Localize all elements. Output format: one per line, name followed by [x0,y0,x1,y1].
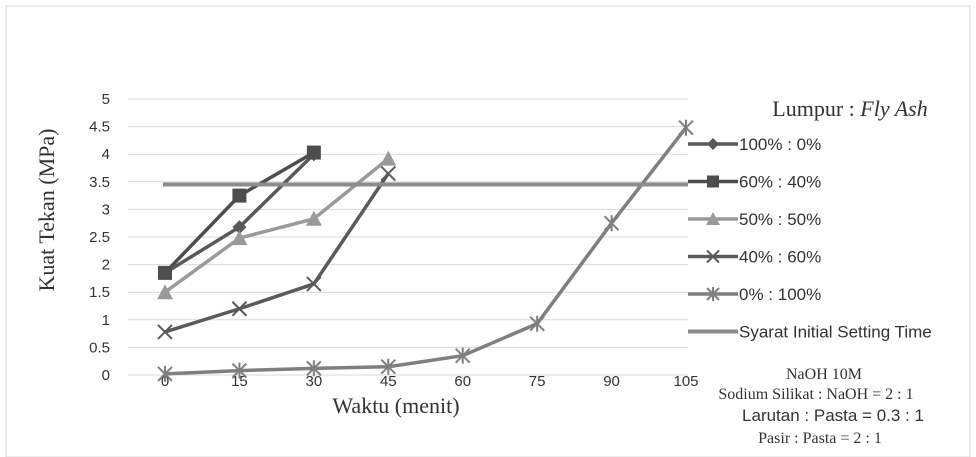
y-tick-label: 1.5 [89,284,110,301]
series-line [163,157,390,294]
x-tick-label: 45 [380,373,397,390]
star-marker [380,358,396,375]
gridlines [128,98,688,376]
x-marker [706,249,720,264]
x-tick-label: 105 [673,373,698,390]
diamond-marker [232,220,247,235]
y-tick-label: 2 [102,257,110,274]
triangle-marker [380,150,397,166]
legend-item: Syarat Initial Setting Time [688,323,932,342]
triangle-marker [231,230,248,246]
y-tick-label: 3 [102,201,110,218]
x-marker [157,324,173,340]
legend-item: 100% : 0% [688,135,821,154]
y-tick-label: 3.5 [89,174,110,191]
x-marker [380,165,396,182]
annotation-silikat: Sodium Silikat : NaOH = 2 : 1 [718,386,913,403]
square-marker [306,145,321,160]
square-marker [158,265,172,280]
x-tick-label: 90 [603,373,620,390]
annotation-pasir: Pasir : Pasta = 2 : 1 [758,430,882,447]
star-marker [529,315,545,332]
x-marker [231,301,248,317]
y-tick-label: 1 [102,312,110,329]
x-marker [306,276,322,292]
triangle-marker [157,284,173,300]
y-tick-label: 0 [102,367,110,384]
x-tick-labels: 0153045607590105 [161,373,699,390]
legend-label: 50% : 50% [739,210,821,229]
annotation-naoh: NaOH 10M [786,366,862,383]
legend-label: 60% : 40% [739,173,821,192]
legend-title-italic: Fly Ash [859,96,927,121]
series-5 [157,119,694,382]
y-tick-label: 2.5 [89,229,110,246]
triangle-marker [706,212,720,225]
legend: Lumpur : Fly Ash 100% : 0% 60% : 40% 50% :… [688,96,932,342]
triangle-marker [305,210,322,226]
y-tick-labels: 0 0.5 1 1.5 2 2.5 3 3.5 4 4.5 5 [89,91,110,384]
legend-item: 60% : 40% [688,173,821,192]
y-axis-title: Kuat Tekan (MPa) [34,128,59,291]
legend-item: 40% : 60% [688,248,821,267]
legend-label: 0% : 100% [739,285,821,304]
square-marker [707,175,719,188]
series-layer [157,119,694,382]
legend-label: 100% : 0% [739,135,821,154]
diamond-marker [707,138,719,150]
y-tick-label: 4 [102,146,110,163]
star-marker [306,360,322,377]
legend-item: 50% : 50% [688,210,821,229]
y-tick-label: 4.5 [89,119,110,136]
series-line [164,126,688,376]
legend-title-prefix: Lumpur : [772,96,860,121]
star-marker [157,365,173,382]
legend-label: Syarat Initial Setting Time [739,323,932,342]
series-3 [157,150,397,300]
star-marker [455,347,471,364]
chart-border [5,5,971,457]
y-tick-label: 5 [102,91,110,108]
star-marker [678,119,694,136]
star-marker [603,215,620,232]
y-tick-label: 0.5 [89,339,110,356]
series-4 [157,165,396,340]
x-tick-label: 15 [231,373,248,390]
legend-title: Lumpur : Fly Ash [772,96,927,121]
annotations: NaOH 10M Sodium Silikat : NaOH = 2 : 1 L… [718,366,924,447]
series-line [164,172,390,334]
star-marker [231,362,248,379]
legend-label: 40% : 60% [739,248,821,267]
star-marker [706,287,720,301]
x-axis-title: Waktu (menit) [332,393,459,418]
x-tick-label: 30 [306,373,323,390]
square-marker [232,188,247,203]
legend-item: 0% : 100% [688,285,821,304]
series-2 [158,145,321,280]
annotation-larutan: Larutan : Pasta = 0.3 : 1 [742,406,924,425]
x-tick-label: 60 [454,373,471,390]
x-tick-label: 75 [529,373,546,390]
